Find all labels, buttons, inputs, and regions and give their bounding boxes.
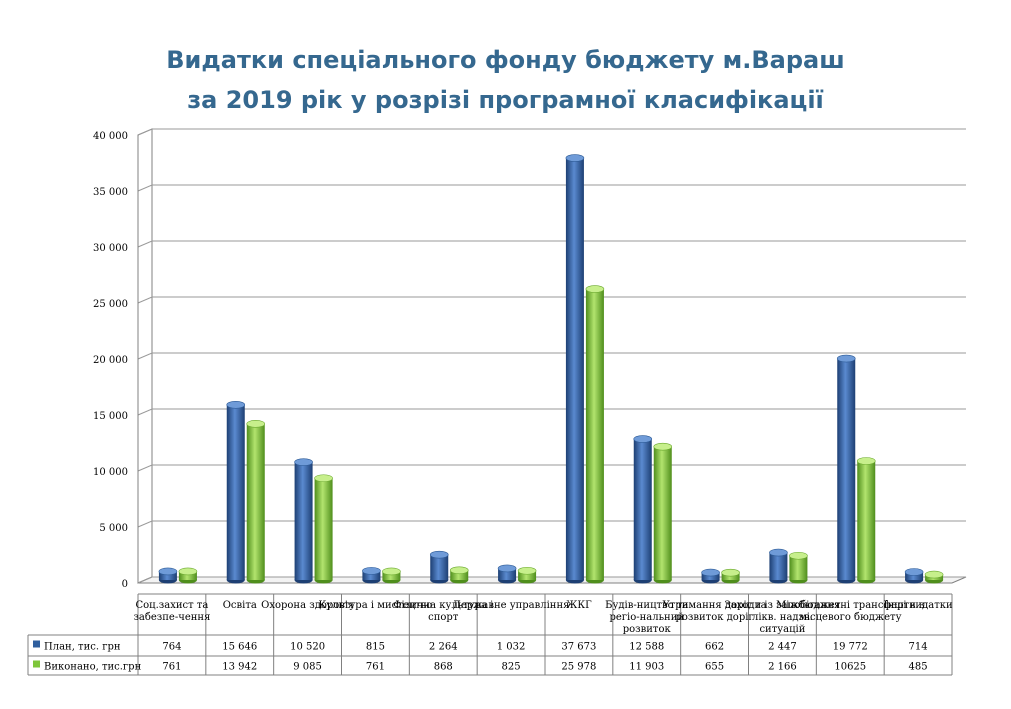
chart-title-line-1: Видатки спеціального фонду бюджету м.Вар… — [166, 46, 845, 74]
bar-done — [856, 457, 876, 584]
data-label: 662 — [705, 642, 724, 653]
bar-plan — [226, 400, 246, 584]
bar-done — [517, 566, 537, 584]
bar-plan — [497, 564, 517, 584]
data-label: 37 673 — [561, 642, 596, 653]
data-label: 19 772 — [833, 642, 868, 653]
data-label: 1 032 — [497, 642, 526, 653]
data-label: 815 — [366, 642, 385, 653]
y-tick-label: 5 000 — [99, 523, 128, 534]
x-tick-label: Охорона здоров'я — [261, 600, 354, 611]
x-tick-label: спорт — [428, 612, 459, 623]
gridline — [137, 352, 966, 360]
data-label: 25 978 — [561, 662, 596, 673]
y-tick-label: 0 — [122, 579, 128, 590]
y-tick-label: 25 000 — [93, 299, 128, 310]
y-tick-label: 30 000 — [93, 243, 128, 254]
bar-plan — [294, 458, 313, 584]
x-tick-label: розвиток доріг — [675, 612, 753, 623]
x-tick-label: Культура і мистецтво — [318, 600, 432, 611]
x-tick-label: Фізична культура і — [393, 600, 493, 611]
data-label: 655 — [705, 662, 724, 673]
chart-title-line-2: за 2019 рік у розрізі програмної класифі… — [187, 86, 824, 114]
legend-swatch — [33, 660, 40, 668]
data-label: 764 — [162, 642, 181, 653]
y-tick-label: 20 000 — [93, 355, 128, 366]
x-tick-label: Будів-ництво та — [605, 600, 688, 611]
bar-plan — [769, 548, 788, 584]
chart-title: Видатки спеціального фонду бюджету м.Вар… — [0, 40, 1011, 120]
data-label: 825 — [502, 662, 521, 673]
bar-done — [314, 474, 333, 584]
legend-label: Виконано, тис.грн — [44, 662, 142, 673]
gridline — [137, 296, 966, 304]
x-tick-label: регіо-нальний — [609, 612, 684, 623]
x-tick-label: ЖКГ — [566, 600, 592, 611]
data-label: 485 — [909, 662, 928, 673]
bar-done — [246, 420, 266, 584]
bar-done — [721, 568, 740, 584]
bar-plan — [565, 154, 585, 584]
y-tick-label: 40 000 — [93, 131, 128, 142]
bar-plan — [633, 435, 653, 584]
gridline — [137, 520, 966, 528]
gridline — [137, 576, 966, 584]
bar-done — [449, 566, 469, 584]
gridline — [137, 184, 966, 192]
data-label: 2 447 — [768, 642, 797, 653]
x-tick-label: Інші видатки — [884, 600, 953, 611]
bar-plan — [362, 567, 381, 584]
data-label: 10625 — [834, 662, 866, 673]
x-tick-label: Державне управління — [453, 600, 570, 611]
x-tick-label: забезпе-чення — [133, 612, 210, 623]
data-label: 714 — [909, 642, 928, 653]
bar-plan — [429, 550, 449, 584]
data-label: 15 646 — [222, 642, 257, 653]
bar-plan — [836, 354, 856, 584]
data-label: 12 588 — [629, 642, 664, 653]
y-tick-label: 35 000 — [93, 187, 128, 198]
bar-done — [789, 551, 808, 584]
x-tick-label: Заходи із запобігання — [724, 600, 840, 611]
bar-done — [178, 567, 198, 584]
gridline — [137, 464, 966, 472]
bar-done — [653, 442, 673, 584]
y-tick-label: 10 000 — [93, 467, 128, 478]
bar-plan — [701, 568, 720, 584]
data-label: 2 166 — [768, 662, 797, 673]
gridline — [137, 128, 966, 136]
bar-done — [382, 567, 401, 584]
x-tick-label: лікв. надзв. — [752, 612, 813, 623]
data-label: 10 520 — [290, 642, 325, 653]
bar-done — [585, 285, 605, 584]
data-label: 2 264 — [429, 642, 458, 653]
x-tick-label: Соц.захист та — [136, 600, 209, 611]
x-tick-label: Освіта — [223, 600, 257, 611]
x-tick-label: Утримання доріг та — [663, 600, 767, 611]
x-tick-label: Міжбюджетні трансферти з — [776, 600, 924, 611]
data-label: 13 942 — [222, 662, 257, 673]
bar-plan — [158, 567, 178, 584]
data-label: 761 — [366, 662, 385, 673]
bar-plan — [904, 568, 924, 584]
x-tick-label: розвиток — [623, 624, 672, 635]
x-tick-label: місцевого бюджету — [799, 612, 902, 623]
data-label: 868 — [434, 662, 453, 673]
gridline — [137, 408, 966, 416]
legend-swatch — [33, 640, 40, 648]
y-tick-label: 15 000 — [93, 411, 128, 422]
legend-label: План, тис. грн — [44, 642, 121, 653]
data-label: 11 903 — [629, 662, 664, 673]
gridline — [137, 240, 966, 248]
data-label: 761 — [162, 662, 181, 673]
bar-done — [924, 570, 944, 584]
data-label: 9 085 — [293, 662, 322, 673]
x-tick-label: ситуацій — [759, 624, 805, 635]
